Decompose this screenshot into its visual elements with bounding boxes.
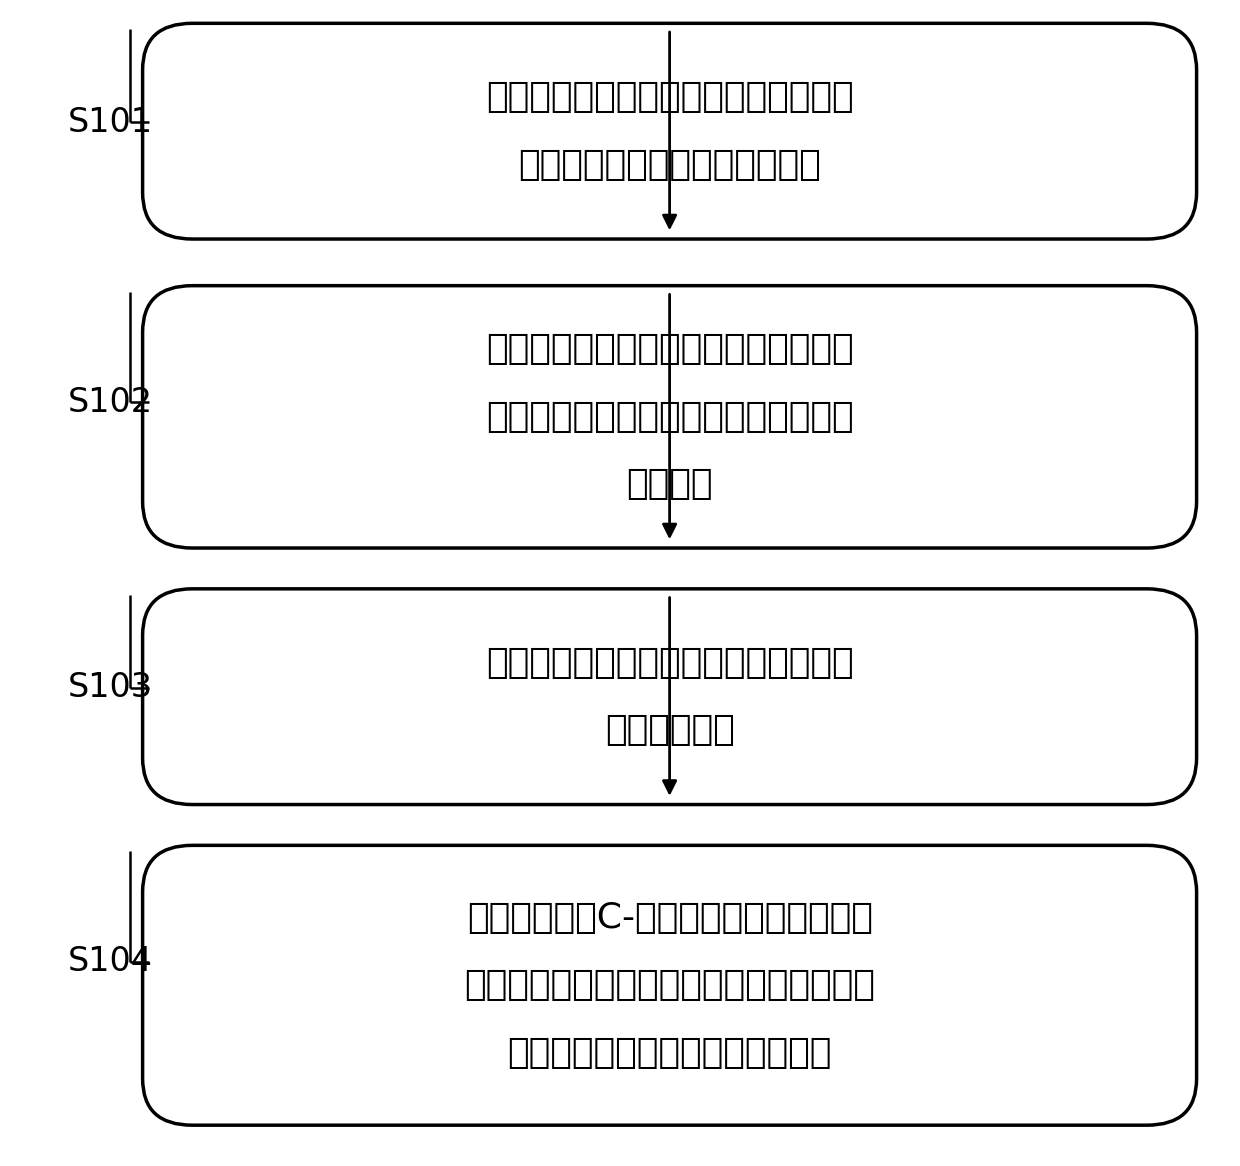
Text: 的历史行驶工况数据进行分类，计算电动汽: 的历史行驶工况数据进行分类，计算电动汽	[464, 968, 875, 1003]
Text: S101: S101	[68, 106, 154, 139]
FancyBboxPatch shape	[143, 589, 1197, 805]
FancyBboxPatch shape	[143, 23, 1197, 239]
FancyBboxPatch shape	[143, 845, 1197, 1125]
Text: 车在各类行驶工况下的平均能耗值: 车在各类行驶工况下的平均能耗值	[507, 1035, 832, 1070]
Text: 员驾驶特性的行驶工况特征参数: 员驾驶特性的行驶工况特征参数	[518, 148, 821, 182]
Text: 量之间的相关性及各特征参数之间的相: 量之间的相关性及各特征参数之间的相	[486, 400, 853, 434]
Text: 采用基于模糊C-均值聚类算法对电动汽车: 采用基于模糊C-均值聚类算法对电动汽车	[466, 900, 873, 935]
Text: 关性强弱: 关性强弱	[626, 468, 713, 501]
Text: 分析所选取的行驶工况特征参数与耗电: 分析所选取的行驶工况特征参数与耗电	[486, 332, 853, 366]
Text: S103: S103	[68, 672, 154, 704]
Text: 采用主成分析方法对行驶工况特征参数: 采用主成分析方法对行驶工况特征参数	[486, 646, 853, 680]
Text: 进行降维分析: 进行降维分析	[605, 714, 734, 747]
Text: S102: S102	[68, 386, 154, 419]
FancyBboxPatch shape	[143, 286, 1197, 548]
Text: S104: S104	[68, 946, 154, 978]
Text: 选取能够反映电动汽车空调开闭及驾驶: 选取能够反映电动汽车空调开闭及驾驶	[486, 80, 853, 114]
